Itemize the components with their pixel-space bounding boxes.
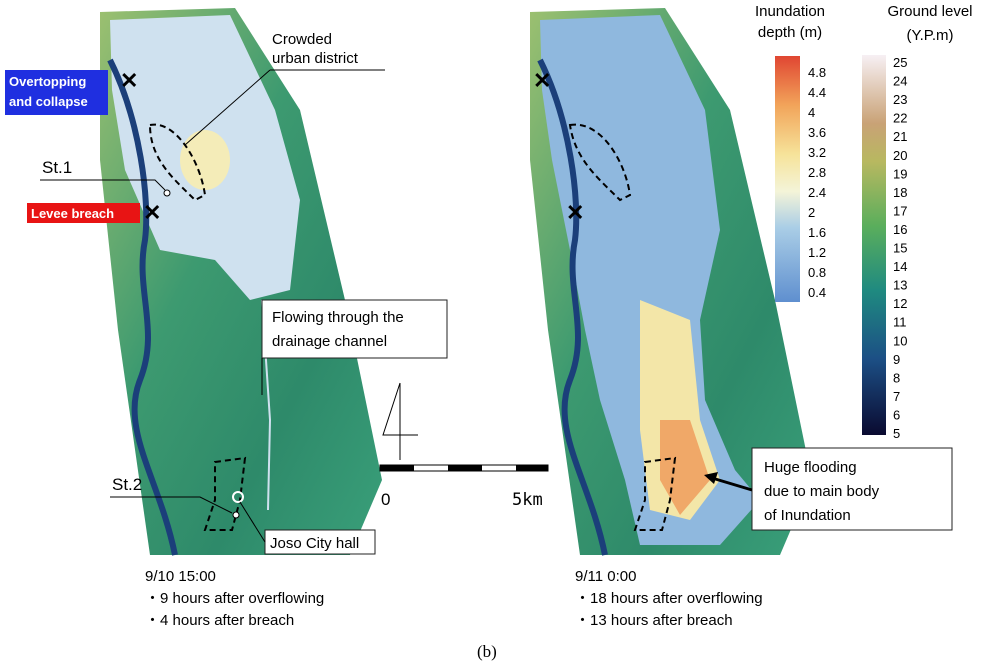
- legend-tick-label: 25: [893, 55, 907, 70]
- captions: 9/10 15:00 ・9 hours after overflowing ・4…: [145, 568, 763, 661]
- legend-tick-label: 9: [893, 352, 900, 367]
- caption: ・9 hours after overflowing: [145, 590, 324, 607]
- legend-tick-label: 0.4: [808, 285, 826, 300]
- legend-title: Inundation: [755, 3, 825, 20]
- scale-bar: 0 5km: [380, 383, 548, 510]
- station-marker: [164, 190, 170, 196]
- legend-tick-label: 3.6: [808, 125, 826, 140]
- annotation-text: Flowing through the: [272, 309, 404, 326]
- figure: ✕ ✕ ✕ ✕ Crowded urban district Overtoppi…: [0, 0, 989, 668]
- caption: 9/10 15:00: [145, 568, 216, 585]
- legend-tick-label: 15: [893, 241, 907, 256]
- annotation-text: of Inundation: [764, 507, 851, 524]
- legend-tick-label: 3.2: [808, 145, 826, 160]
- annotation-text: Huge flooding: [764, 459, 857, 476]
- legend-tick-label: 4.4: [808, 85, 826, 100]
- legend-tick-label: 1.2: [808, 245, 826, 260]
- annotation-text: Overtopping: [9, 74, 86, 89]
- annotation-text: St.1: [42, 158, 72, 177]
- colorbar: [862, 55, 886, 435]
- annotation-text: due to main body: [764, 483, 880, 500]
- legend-tick-label: 11: [893, 315, 907, 330]
- legend-tick-label: 20: [893, 148, 907, 163]
- annotation-text: Levee breach: [31, 206, 114, 221]
- legend-title: (Y.P.m): [907, 27, 954, 44]
- annotation-text: and collapse: [9, 94, 88, 109]
- legend-tick-label: 14: [893, 259, 907, 274]
- panel-label: (b): [477, 642, 497, 661]
- legend-title: Ground level: [887, 3, 972, 20]
- caption: ・4 hours after breach: [145, 612, 294, 629]
- legend-tick-label: 2: [808, 205, 815, 220]
- caption: ・18 hours after overflowing: [575, 590, 763, 607]
- legend-tick-label: 13: [893, 278, 907, 293]
- legend-tick-label: 22: [893, 111, 907, 126]
- legend-tick-label: 5: [893, 426, 900, 441]
- x-marker: ✕: [533, 68, 551, 93]
- legend-tick-label: 4.8: [808, 65, 826, 80]
- legend-tick-label: 2.4: [808, 185, 826, 200]
- legend-title: depth (m): [758, 24, 822, 41]
- colorbar: [775, 56, 800, 302]
- scale-label: 5km: [512, 490, 543, 510]
- caption: 9/11 0:00: [575, 568, 636, 585]
- legend-tick-label: 2.8: [808, 165, 826, 180]
- legend-tick-label: 6: [893, 407, 900, 422]
- caption: ・13 hours after breach: [575, 612, 733, 629]
- annotation-text: Crowded: [272, 31, 332, 48]
- map-left: ✕ ✕: [100, 8, 382, 555]
- legend-tick-label: 0.8: [808, 265, 826, 280]
- legend-tick-label: 18: [893, 185, 907, 200]
- legend-tick-label: 4: [808, 105, 815, 120]
- station-marker: [233, 512, 239, 518]
- scale-label: 0: [381, 490, 390, 509]
- x-marker: ✕: [566, 200, 584, 225]
- legend-tick-label: 1.6: [808, 225, 826, 240]
- legend-tick-label: 24: [893, 74, 907, 89]
- legend-tick-label: 7: [893, 389, 900, 404]
- legend-tick-label: 17: [893, 203, 907, 218]
- legend-tick-label: 21: [893, 129, 907, 144]
- annotation-text: St.2: [112, 475, 142, 494]
- legend-tick-label: 16: [893, 222, 907, 237]
- x-marker: ✕: [120, 68, 138, 93]
- legend-tick-label: 10: [893, 333, 907, 348]
- legend-tick-label: 19: [893, 166, 907, 181]
- annotation-text: Joso City hall: [270, 535, 359, 552]
- legend-tick-label: 12: [893, 296, 907, 311]
- annotation-text: drainage channel: [272, 333, 387, 350]
- x-marker: ✕: [143, 200, 161, 225]
- legend-tick-label: 8: [893, 370, 900, 385]
- legend-tick-label: 23: [893, 92, 907, 107]
- annotation-text: urban district: [272, 50, 359, 67]
